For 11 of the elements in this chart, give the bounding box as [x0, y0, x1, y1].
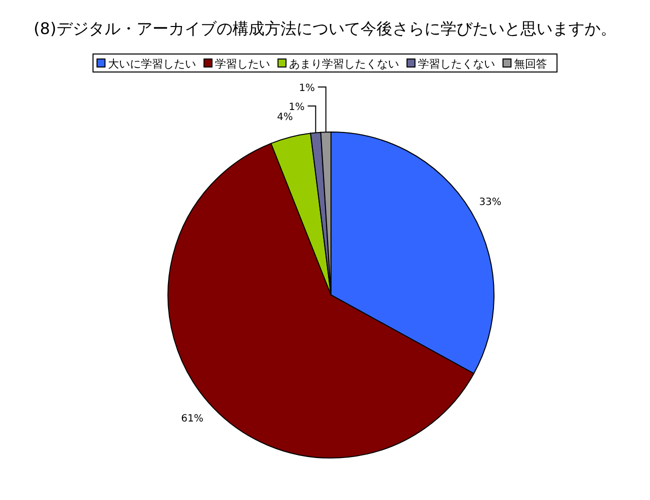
data-label: 1% — [299, 83, 315, 94]
legend-label: 大いに学習したい — [108, 58, 196, 70]
legend-label: 学習したくない — [418, 58, 495, 70]
data-label: 33% — [479, 196, 502, 208]
data-label: 4% — [277, 112, 293, 123]
legend-label: あまり学習したくない — [289, 58, 399, 70]
legend-label: 無回答 — [514, 58, 547, 70]
legend-label: 学習したい — [215, 58, 270, 70]
chart-title: (8)デジタル・アーカイブの構成方法について今後さらに学びたいと思いますか。 — [34, 19, 616, 38]
data-label: 1% — [288, 102, 305, 113]
data-label: 61% — [181, 413, 204, 424]
